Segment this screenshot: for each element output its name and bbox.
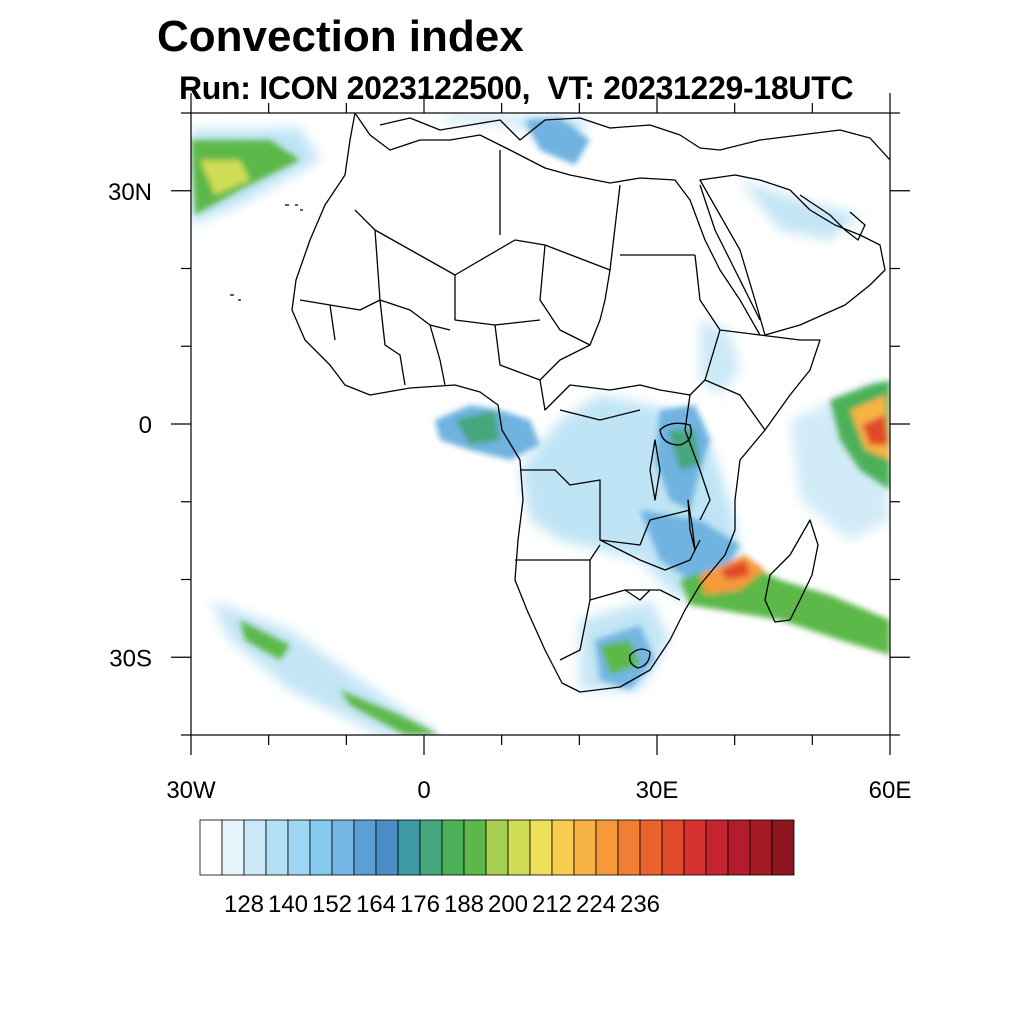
colorbar-box — [551, 819, 575, 876]
field-light-eastafrica — [700, 320, 740, 395]
field-green-southatlantic — [240, 620, 290, 660]
colorbar-box — [419, 819, 443, 876]
field-blue-med — [525, 118, 590, 165]
y-tick-label: 0 — [139, 412, 152, 439]
colorbar-label: 188 — [444, 891, 484, 918]
field-light-arabia — [740, 180, 860, 240]
borders-north — [354, 150, 695, 346]
colorbar-label: 200 — [488, 891, 528, 918]
colorbar-label: 176 — [400, 891, 440, 918]
colorbar-labels: 128 140 152 164 176 188 200 212 224 236 — [224, 891, 660, 918]
colorbar-box — [617, 819, 641, 876]
field-green-lakes — [668, 430, 700, 470]
colorbar-box — [749, 819, 773, 876]
canary-islands — [285, 204, 303, 211]
x-tick-label: 0 — [417, 777, 430, 804]
colorbar-box — [771, 819, 795, 876]
cape-verde — [230, 294, 241, 301]
colorbar-label: 224 — [576, 891, 616, 918]
chart-subtitle: Run: ICON 2023122500, VT: 20231229-18UTC — [179, 70, 854, 106]
lake-victoria — [659, 422, 692, 446]
colorbar-box — [353, 819, 377, 876]
colorbar-box — [265, 819, 289, 876]
colorbar-label: 212 — [532, 891, 572, 918]
colorbar-box — [727, 819, 751, 876]
lesotho — [629, 648, 651, 669]
field-light-southatlantic — [210, 600, 440, 735]
field-green-gabon — [455, 410, 500, 445]
axis-ticks — [171, 93, 910, 755]
arabia-coastline — [699, 174, 886, 336]
field-red-mozambique-channel — [720, 560, 750, 580]
colorbar-box — [221, 819, 245, 876]
colorbar-box — [441, 819, 465, 876]
field-red-indian-ocean — [862, 415, 888, 445]
borders-south — [515, 539, 701, 661]
colorbar-box — [375, 819, 399, 876]
borders-central — [494, 324, 691, 546]
colorbar-box — [287, 819, 311, 876]
colorbar-box — [397, 819, 421, 876]
colorbar-label: 236 — [620, 891, 660, 918]
colorbar-box — [463, 819, 487, 876]
x-tick-label: 60E — [869, 777, 912, 804]
colorbar-label: 164 — [356, 891, 396, 918]
lake-tanganyika — [649, 439, 661, 501]
x-tick-label: 30W — [166, 777, 216, 804]
borders-west — [299, 299, 451, 386]
colorbar-box — [683, 819, 707, 876]
x-tick-label: 30E — [636, 777, 679, 804]
madagascar-coastline — [764, 519, 819, 623]
field-blue-mozambique — [640, 510, 740, 580]
lake-malawi — [687, 499, 696, 551]
colorbar-label: 152 — [312, 891, 352, 918]
y-tick-label: 30S — [109, 645, 152, 672]
colorbar-box — [529, 819, 553, 876]
red-sea-west — [699, 184, 761, 321]
mediterranean-north — [379, 117, 890, 161]
colorbar-label: 128 — [224, 891, 264, 918]
chart-title: Convection index — [157, 12, 524, 61]
colorbar-box — [595, 819, 619, 876]
convection-field — [191, 115, 890, 735]
africa-coastline — [291, 113, 821, 693]
colorbar-box — [661, 819, 685, 876]
colorbar-box — [485, 819, 509, 876]
colorbar-box — [573, 819, 597, 876]
colorbar-box — [705, 819, 729, 876]
field-yellow-atlantic-nw — [200, 160, 250, 195]
coastlines — [230, 113, 890, 693]
field-green-sa — [600, 640, 640, 675]
y-tick-label: 30N — [108, 179, 152, 206]
axis-tick-labels: 30W 0 30E 60E 30N 0 30S — [108, 179, 911, 804]
colorbar-box — [331, 819, 355, 876]
colorbar-box — [507, 819, 531, 876]
field-green-southatlantic-2 — [340, 690, 440, 735]
colorbar-box — [199, 819, 223, 876]
colorbar — [199, 819, 795, 876]
colorbar-box — [243, 819, 267, 876]
colorbar-label: 140 — [268, 891, 308, 918]
colorbar-box — [639, 819, 663, 876]
colorbar-box — [309, 819, 333, 876]
borders-east — [684, 254, 766, 521]
persian-gulf — [799, 194, 866, 241]
